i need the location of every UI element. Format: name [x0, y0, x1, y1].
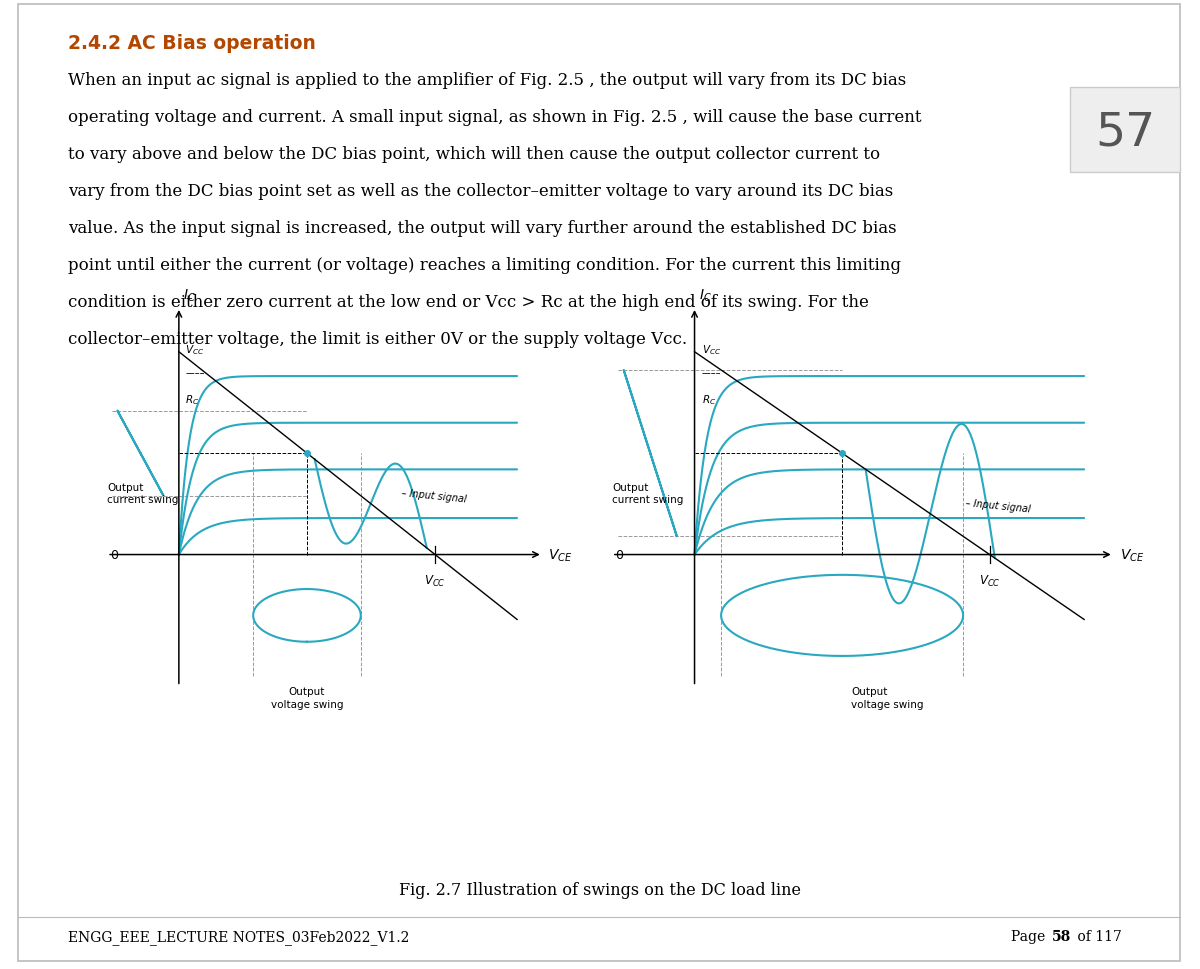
- Text: to vary above and below the DC bias point, which will then cause the output coll: to vary above and below the DC bias poin…: [68, 146, 880, 163]
- Text: $I_C$: $I_C$: [698, 288, 712, 303]
- Text: Page: Page: [1012, 929, 1050, 943]
- Text: condition is either zero current at the low end or Vcc > Rc at the high end of i: condition is either zero current at the …: [68, 294, 869, 311]
- Text: ––––: ––––: [185, 367, 205, 378]
- Text: Output
voltage swing: Output voltage swing: [851, 687, 924, 709]
- Text: $R_C$: $R_C$: [185, 392, 199, 407]
- Text: $V_{CC}$: $V_{CC}$: [425, 574, 446, 588]
- Text: 2.4.2 AC Bias operation: 2.4.2 AC Bias operation: [68, 34, 316, 53]
- Text: 57: 57: [1094, 110, 1156, 155]
- Text: Output
current swing: Output current swing: [612, 482, 683, 505]
- Text: Fig. 2.7 Illustration of swings on the DC load line: Fig. 2.7 Illustration of swings on the D…: [398, 881, 802, 898]
- Text: $V_{CE}$: $V_{CE}$: [548, 547, 572, 563]
- Text: – Input signal: – Input signal: [966, 498, 1032, 515]
- Text: operating voltage and current. A small input signal, as shown in Fig. 2.5 , will: operating voltage and current. A small i…: [68, 109, 922, 126]
- Text: 58: 58: [1052, 929, 1072, 943]
- Bar: [1070, 88, 1180, 172]
- Text: vary from the DC bias point set as well as the collector–emitter voltage to vary: vary from the DC bias point set as well …: [68, 183, 893, 200]
- Text: of 117: of 117: [1073, 929, 1122, 943]
- Text: Output
voltage swing: Output voltage swing: [271, 687, 343, 709]
- Text: $V_{CE}$: $V_{CE}$: [1120, 547, 1144, 563]
- Text: $V_{CC}$: $V_{CC}$: [702, 343, 721, 357]
- Text: value. As the input signal is increased, the output will vary further around the: value. As the input signal is increased,…: [68, 220, 896, 236]
- Text: $I_C$: $I_C$: [182, 288, 196, 303]
- Text: point until either the current (or voltage) reaches a limiting condition. For th: point until either the current (or volta…: [68, 257, 901, 273]
- Text: 0: 0: [109, 548, 118, 561]
- Text: When an input ac signal is applied to the amplifier of Fig. 2.5 , the output wil: When an input ac signal is applied to th…: [68, 72, 906, 89]
- Text: $V_{CC}$: $V_{CC}$: [979, 574, 1001, 588]
- Text: collector–emitter voltage, the limit is either 0V or the supply voltage Vcc.: collector–emitter voltage, the limit is …: [68, 330, 688, 348]
- Text: $V_{CC}$: $V_{CC}$: [185, 343, 204, 357]
- Text: ––––: ––––: [702, 367, 721, 378]
- Text: ENGG_EEE_LECTURE NOTES_03Feb2022_V1.2: ENGG_EEE_LECTURE NOTES_03Feb2022_V1.2: [68, 929, 409, 944]
- Text: Output
current swing: Output current swing: [107, 482, 179, 505]
- Text: $R_C$: $R_C$: [702, 392, 716, 407]
- Text: 0: 0: [614, 548, 623, 561]
- Text: – Input signal: – Input signal: [401, 488, 467, 505]
